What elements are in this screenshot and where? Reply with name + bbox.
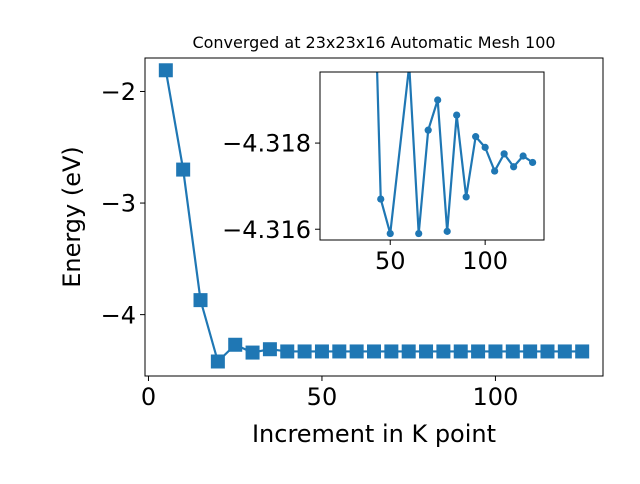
inset-data-point xyxy=(510,163,518,171)
inset-data-point xyxy=(453,111,461,119)
main-x-tick-label: 50 xyxy=(307,383,338,411)
inset-data-point xyxy=(377,195,385,203)
main-data-point xyxy=(228,337,243,352)
inset-data-point xyxy=(386,229,394,238)
main-axes-frame xyxy=(144,57,604,377)
main-data-point xyxy=(176,162,191,177)
main-data-point xyxy=(349,344,364,359)
main-data-point xyxy=(557,344,572,359)
main-data-point xyxy=(332,344,347,359)
inset-data-point xyxy=(434,96,442,104)
x-axis-label: Increment in K point xyxy=(252,420,496,448)
main-data-point xyxy=(436,344,451,359)
main-data-point xyxy=(314,344,329,359)
main-data-point xyxy=(419,344,434,359)
main-x-tick-label: 100 xyxy=(473,383,519,411)
main-data-point xyxy=(540,344,555,359)
main-y-ticks: −2 −3 −4 xyxy=(101,78,145,329)
inset-x-tick-label: 100 xyxy=(462,247,508,275)
inset-axes: 50 100 −4.318 −4.316 xyxy=(222,71,545,275)
inset-data-point xyxy=(529,158,537,167)
main-data-point xyxy=(367,344,381,359)
main-y-tick-label: −2 xyxy=(101,78,136,106)
main-x-ticks: 0 50 100 xyxy=(141,376,519,411)
inset-x-tick-label: 50 xyxy=(375,247,406,275)
main-y-tick-label: −3 xyxy=(101,190,136,218)
inset-data-point xyxy=(472,133,480,141)
main-data-point xyxy=(401,344,416,359)
main-data-point xyxy=(523,344,538,359)
inset-data-point xyxy=(519,152,527,160)
main-data-point xyxy=(193,293,208,308)
main-data-point xyxy=(453,344,468,359)
inset-y-ticks: −4.318 −4.316 xyxy=(222,130,320,244)
main-data-point xyxy=(245,345,260,360)
inset-y-tick-label: −4.316 xyxy=(222,216,311,244)
inset-data-point xyxy=(443,227,451,235)
main-y-tick-label: −4 xyxy=(101,301,136,329)
main-data-point xyxy=(297,344,312,359)
main-x-tick-label: 0 xyxy=(141,383,156,411)
inset-data-point xyxy=(491,167,499,175)
inset-data-point xyxy=(424,126,432,134)
main-data-point xyxy=(158,63,173,78)
main-data-point xyxy=(384,344,399,359)
main-data-point xyxy=(488,344,503,359)
main-series-group xyxy=(158,63,590,369)
inset-y-tick-label: −4.318 xyxy=(222,130,311,158)
main-data-point xyxy=(280,344,295,359)
inset-data-point xyxy=(462,193,470,201)
inset-data-point xyxy=(481,143,489,151)
y-axis-label: Energy (eV) xyxy=(58,146,86,288)
inset-data-point xyxy=(415,229,423,238)
chart-title: Converged at 23x23x16 Automatic Mesh 100 xyxy=(192,33,555,52)
main-data-point xyxy=(262,342,277,357)
main-data-point xyxy=(210,354,225,369)
inset-series-group xyxy=(376,72,537,238)
inset-plot-area xyxy=(320,72,544,240)
main-data-point xyxy=(471,344,486,359)
main-data-point xyxy=(575,344,590,359)
main-data-point xyxy=(505,344,520,359)
inset-data-point xyxy=(500,150,508,158)
inset-x-ticks: 50 100 xyxy=(375,240,508,275)
inset-axes-frame xyxy=(319,71,545,241)
